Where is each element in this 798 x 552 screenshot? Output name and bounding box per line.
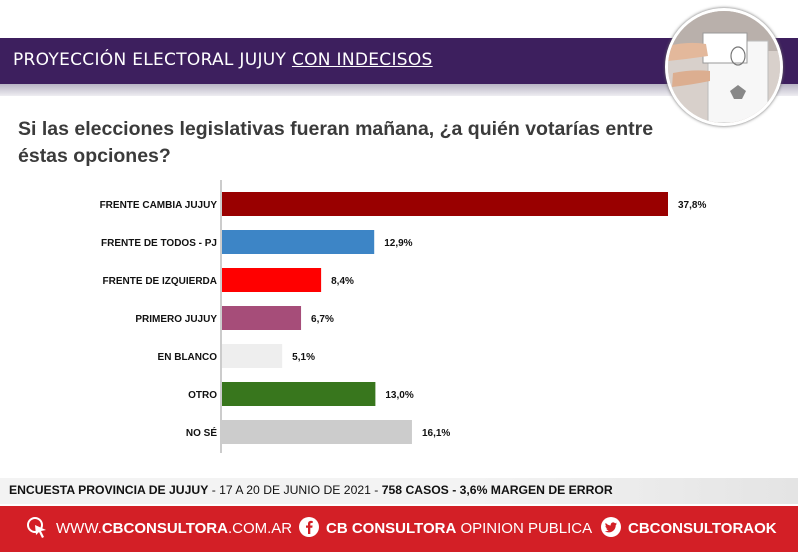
value-label: 8,4% — [331, 276, 354, 287]
survey-details: 758 CASOS - 3,6% MARGEN DE ERROR — [381, 483, 613, 497]
facebook-bold: CB CONSULTORA — [326, 520, 457, 537]
footer-bar — [0, 506, 798, 552]
website-link[interactable]: WWW.CBCONSULTORA.COM.AR — [56, 520, 292, 537]
header-shadow — [0, 84, 798, 96]
value-label: 5,1% — [292, 352, 315, 363]
page-title: PROYECCIÓN ELECTORAL JUJUY CON INDECISOS — [13, 50, 433, 70]
web-prefix: WWW. — [56, 520, 102, 537]
bar — [222, 420, 412, 444]
value-label: 12,9% — [384, 238, 412, 249]
twitter-icon — [601, 517, 621, 537]
cursor-click-icon — [27, 517, 46, 538]
survey-name: ENCUESTA PROVINCIA DE JUJUY — [9, 483, 209, 497]
value-label: 6,7% — [311, 314, 334, 325]
twitter-link[interactable]: CBCONSULTORAOK — [628, 520, 777, 537]
title-main: PROYECCIÓN ELECTORAL JUJUY — [13, 50, 287, 70]
category-label: EN BLANCO — [158, 352, 218, 363]
bar — [222, 382, 376, 406]
bar — [222, 192, 668, 216]
question-text: Si las elecciones legislativas fueran ma… — [18, 118, 654, 167]
twitter-handle: CBCONSULTORAOK — [628, 520, 777, 537]
value-label: 37,8% — [678, 200, 706, 211]
facebook-light: OPINION PUBLICA — [456, 520, 593, 537]
value-label: 13,0% — [385, 390, 413, 401]
category-label: OTRO — [188, 390, 217, 401]
facebook-icon — [299, 517, 319, 537]
category-label: FRENTE CAMBIA JUJUY — [100, 200, 218, 211]
category-label: FRENTE DE IZQUIERDA — [103, 276, 217, 287]
bar — [222, 344, 283, 368]
category-label: FRENTE DE TODOS - PJ — [101, 238, 217, 249]
bar — [222, 268, 322, 292]
bar — [222, 306, 302, 330]
web-suffix: .COM.AR — [227, 520, 293, 537]
value-label: 16,1% — [422, 428, 450, 439]
title-underlined: CON INDECISOS — [291, 50, 433, 70]
category-label: PRIMERO JUJUY — [135, 314, 217, 325]
bar — [222, 230, 375, 254]
facebook-link[interactable]: CB CONSULTORA OPINION PUBLICA — [326, 520, 592, 537]
web-bold: CBCONSULTORA — [101, 520, 228, 537]
category-label: NO SÉ — [186, 426, 217, 439]
survey-info-bar — [0, 478, 798, 504]
survey-info: ENCUESTA PROVINCIA DE JUJUY - 17 A 20 DE… — [9, 483, 613, 497]
survey-dates: - 17 A 20 DE JUNIO DE 2021 - — [208, 483, 382, 497]
ballot-box-photo — [665, 8, 783, 126]
bar-chart: FRENTE CAMBIA JUJUY 37,8% FRENTE DE TODOS … — [100, 180, 706, 453]
